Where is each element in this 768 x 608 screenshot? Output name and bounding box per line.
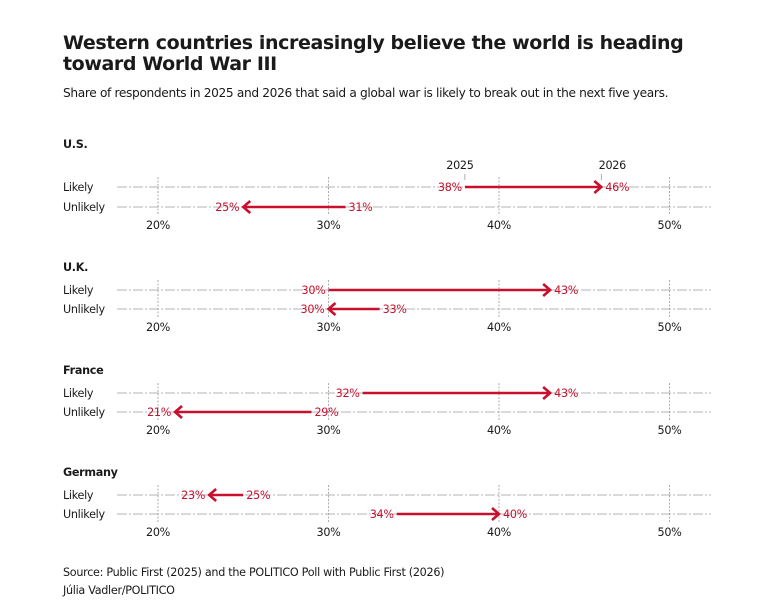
- arrow-head: [241, 200, 252, 214]
- value-label-2025: 38%: [438, 181, 463, 194]
- x-tick-label: 40%: [487, 526, 512, 539]
- value-label-2026: 46%: [605, 181, 630, 194]
- row-label-unlikely: Unlikely: [63, 303, 105, 316]
- x-tick-label: 30%: [317, 219, 342, 232]
- arrow-head: [491, 507, 501, 521]
- value-label-2026: 23%: [181, 489, 206, 502]
- value-label-2025: 30%: [302, 284, 327, 297]
- x-tick-label: 30%: [317, 526, 342, 539]
- value-label-2026: 30%: [301, 303, 326, 316]
- value-label-2025: 32%: [336, 387, 361, 400]
- value-label-2026: 43%: [554, 387, 579, 400]
- x-tick-label: 40%: [487, 321, 512, 334]
- legend-label-2025: 2025: [446, 159, 473, 172]
- x-tick-label: 20%: [146, 526, 171, 539]
- x-tick-label: 20%: [146, 321, 171, 334]
- value-label-2026: 21%: [147, 406, 172, 419]
- arrow-head: [542, 386, 553, 400]
- arrow-head: [542, 283, 553, 297]
- x-tick-label: 30%: [317, 321, 342, 334]
- chart-subtitle: Share of respondents in 2025 and 2026 th…: [63, 86, 669, 100]
- value-label-2026: 40%: [503, 508, 528, 521]
- value-label-2026: 25%: [215, 201, 240, 214]
- value-label-2025: 34%: [370, 508, 395, 521]
- arrow-head: [173, 405, 183, 419]
- arrow-head: [207, 488, 217, 502]
- x-tick-label: 30%: [317, 424, 342, 437]
- row-label-likely: Likely: [63, 387, 94, 400]
- panel-title-1: U.K.: [63, 261, 88, 274]
- panel-title-0: U.S.: [63, 138, 87, 151]
- arrow-head: [593, 180, 604, 194]
- row-label-likely: Likely: [63, 489, 94, 502]
- panel-title-3: Germany: [63, 466, 119, 479]
- row-label-unlikely: Unlikely: [63, 508, 105, 521]
- value-label-2026: 43%: [554, 284, 579, 297]
- legend-label-2026: 2026: [599, 159, 626, 172]
- value-label-2025: 33%: [383, 303, 408, 316]
- panel-title-2: France: [63, 364, 104, 377]
- row-label-unlikely: Unlikely: [63, 201, 105, 214]
- x-tick-label: 40%: [487, 424, 512, 437]
- value-label-2025: 31%: [349, 201, 374, 214]
- row-label-likely: Likely: [63, 181, 94, 194]
- row-label-unlikely: Unlikely: [63, 406, 105, 419]
- x-tick-label: 20%: [146, 424, 171, 437]
- value-label-2025: 29%: [314, 406, 339, 419]
- x-tick-label: 50%: [658, 321, 683, 334]
- x-tick-label: 20%: [146, 219, 171, 232]
- value-label-2025: 25%: [246, 489, 271, 502]
- x-tick-label: 50%: [658, 424, 683, 437]
- credit-line: Júlia Vadler/POLITICO: [63, 584, 175, 597]
- x-tick-label: 50%: [658, 526, 683, 539]
- arrow-head: [326, 302, 337, 316]
- chart-title: Western countries increasingly believe t…: [63, 32, 684, 75]
- row-label-likely: Likely: [63, 284, 94, 297]
- x-tick-label: 40%: [487, 219, 512, 232]
- source-note: Source: Public First (2025) and the POLI…: [63, 566, 445, 579]
- x-tick-label: 50%: [658, 219, 683, 232]
